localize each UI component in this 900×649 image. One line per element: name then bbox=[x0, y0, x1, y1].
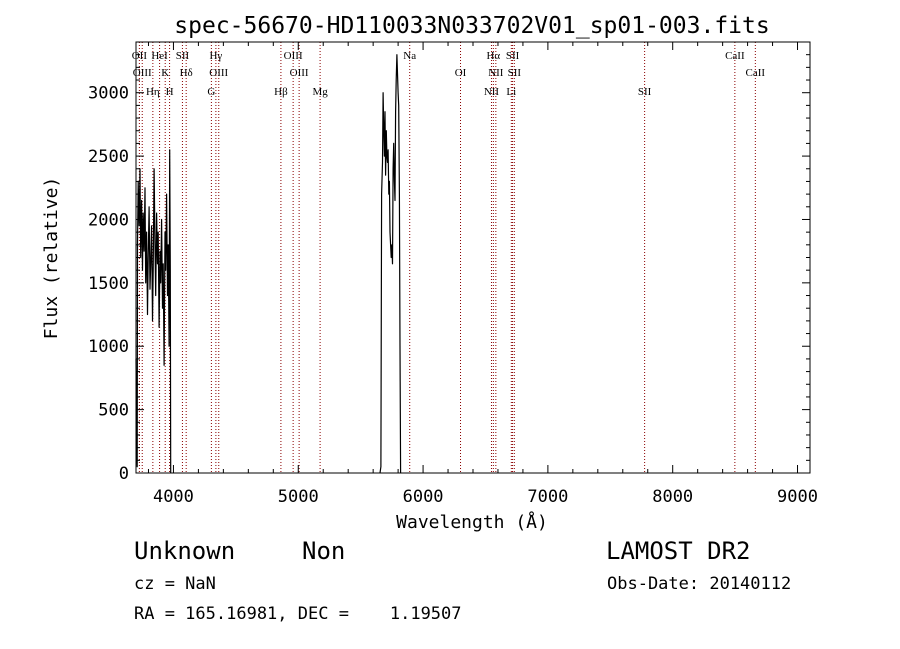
line-label-21: SII bbox=[506, 50, 520, 62]
x-tick-label-5000: 5000 bbox=[278, 487, 319, 507]
line-label-17: NII bbox=[484, 86, 500, 98]
line-label-15: Na bbox=[403, 50, 416, 62]
y-tick-label-500: 500 bbox=[98, 401, 129, 421]
chart-title: spec-56670-HD110033N033702V01_sp01-003.f… bbox=[174, 13, 769, 39]
line-label-12: OIII bbox=[284, 50, 303, 62]
y-tick-label-2500: 2500 bbox=[88, 147, 129, 167]
y-tick-label-0: 0 bbox=[119, 464, 129, 484]
line-label-9: Hγ bbox=[209, 50, 222, 62]
line-label-23: SII bbox=[638, 86, 652, 98]
x-tick-label-9000: 9000 bbox=[777, 487, 818, 507]
obs-date: Obs-Date: 20140112 bbox=[607, 574, 792, 594]
line-label-13: OIII bbox=[290, 67, 309, 79]
x-axis: 4000 5000 6000 7000 8000 9000 bbox=[147, 42, 818, 507]
survey-name: LAMOST DR2 bbox=[606, 537, 751, 565]
y-tick-label-3000: 3000 bbox=[88, 84, 129, 104]
line-label-20: Li bbox=[506, 86, 516, 98]
x-tick-label-6000: 6000 bbox=[403, 487, 444, 507]
line-label-2: Hη bbox=[146, 86, 160, 98]
object-subclass: Non bbox=[302, 537, 346, 565]
spectral-line-markers bbox=[138, 42, 756, 473]
spectrum-segment-1 bbox=[379, 54, 402, 474]
line-label-6: SII bbox=[176, 50, 190, 62]
plot-frame bbox=[135, 41, 811, 474]
line-label-3: HeI bbox=[151, 50, 168, 62]
x-tick-label-7000: 7000 bbox=[527, 487, 568, 507]
object-class: Unknown bbox=[134, 537, 236, 565]
line-label-16: OI bbox=[455, 67, 467, 79]
spectrum-series bbox=[135, 54, 402, 474]
line-label-5: H bbox=[166, 86, 174, 98]
x-tick-label-8000: 8000 bbox=[652, 487, 693, 507]
y-tick-label-1000: 1000 bbox=[88, 337, 129, 357]
line-label-18: Hα bbox=[486, 50, 500, 62]
y-tick-label-2000: 2000 bbox=[88, 210, 129, 230]
line-label-14: Mg bbox=[312, 86, 328, 98]
coordinates: RA = 165.16981, DEC = 1.19507 bbox=[134, 604, 462, 624]
line-label-0: OII bbox=[132, 50, 148, 62]
line-label-10: OIII bbox=[209, 67, 228, 79]
line-label-25: CaII bbox=[746, 67, 766, 79]
line-label-4: K bbox=[161, 67, 169, 79]
line-label-19: NII bbox=[488, 67, 504, 79]
x-axis-label: Wavelength (Å) bbox=[396, 511, 548, 533]
line-label-8: G bbox=[207, 86, 215, 98]
y-axis-label: Flux (relative) bbox=[41, 177, 62, 340]
redshift-cz: cz = NaN bbox=[134, 574, 216, 594]
spectrum-segment-0 bbox=[135, 149, 172, 474]
line-label-22: SII bbox=[508, 67, 522, 79]
line-label-11: Hβ bbox=[274, 86, 288, 98]
spectral-line-labels: OIIOIIIHηHeIKHSIIHδGHγOIIIHβOIIIOIIIMgNa… bbox=[132, 50, 766, 98]
line-label-7: Hδ bbox=[180, 67, 193, 79]
y-tick-label-1500: 1500 bbox=[88, 274, 129, 294]
line-label-24: CaII bbox=[725, 50, 745, 62]
y-axis: 0 500 1000 1500 2000 2500 3000 bbox=[88, 41, 810, 484]
x-tick-label-4000: 4000 bbox=[153, 487, 194, 507]
line-label-1: OIII bbox=[133, 67, 152, 79]
